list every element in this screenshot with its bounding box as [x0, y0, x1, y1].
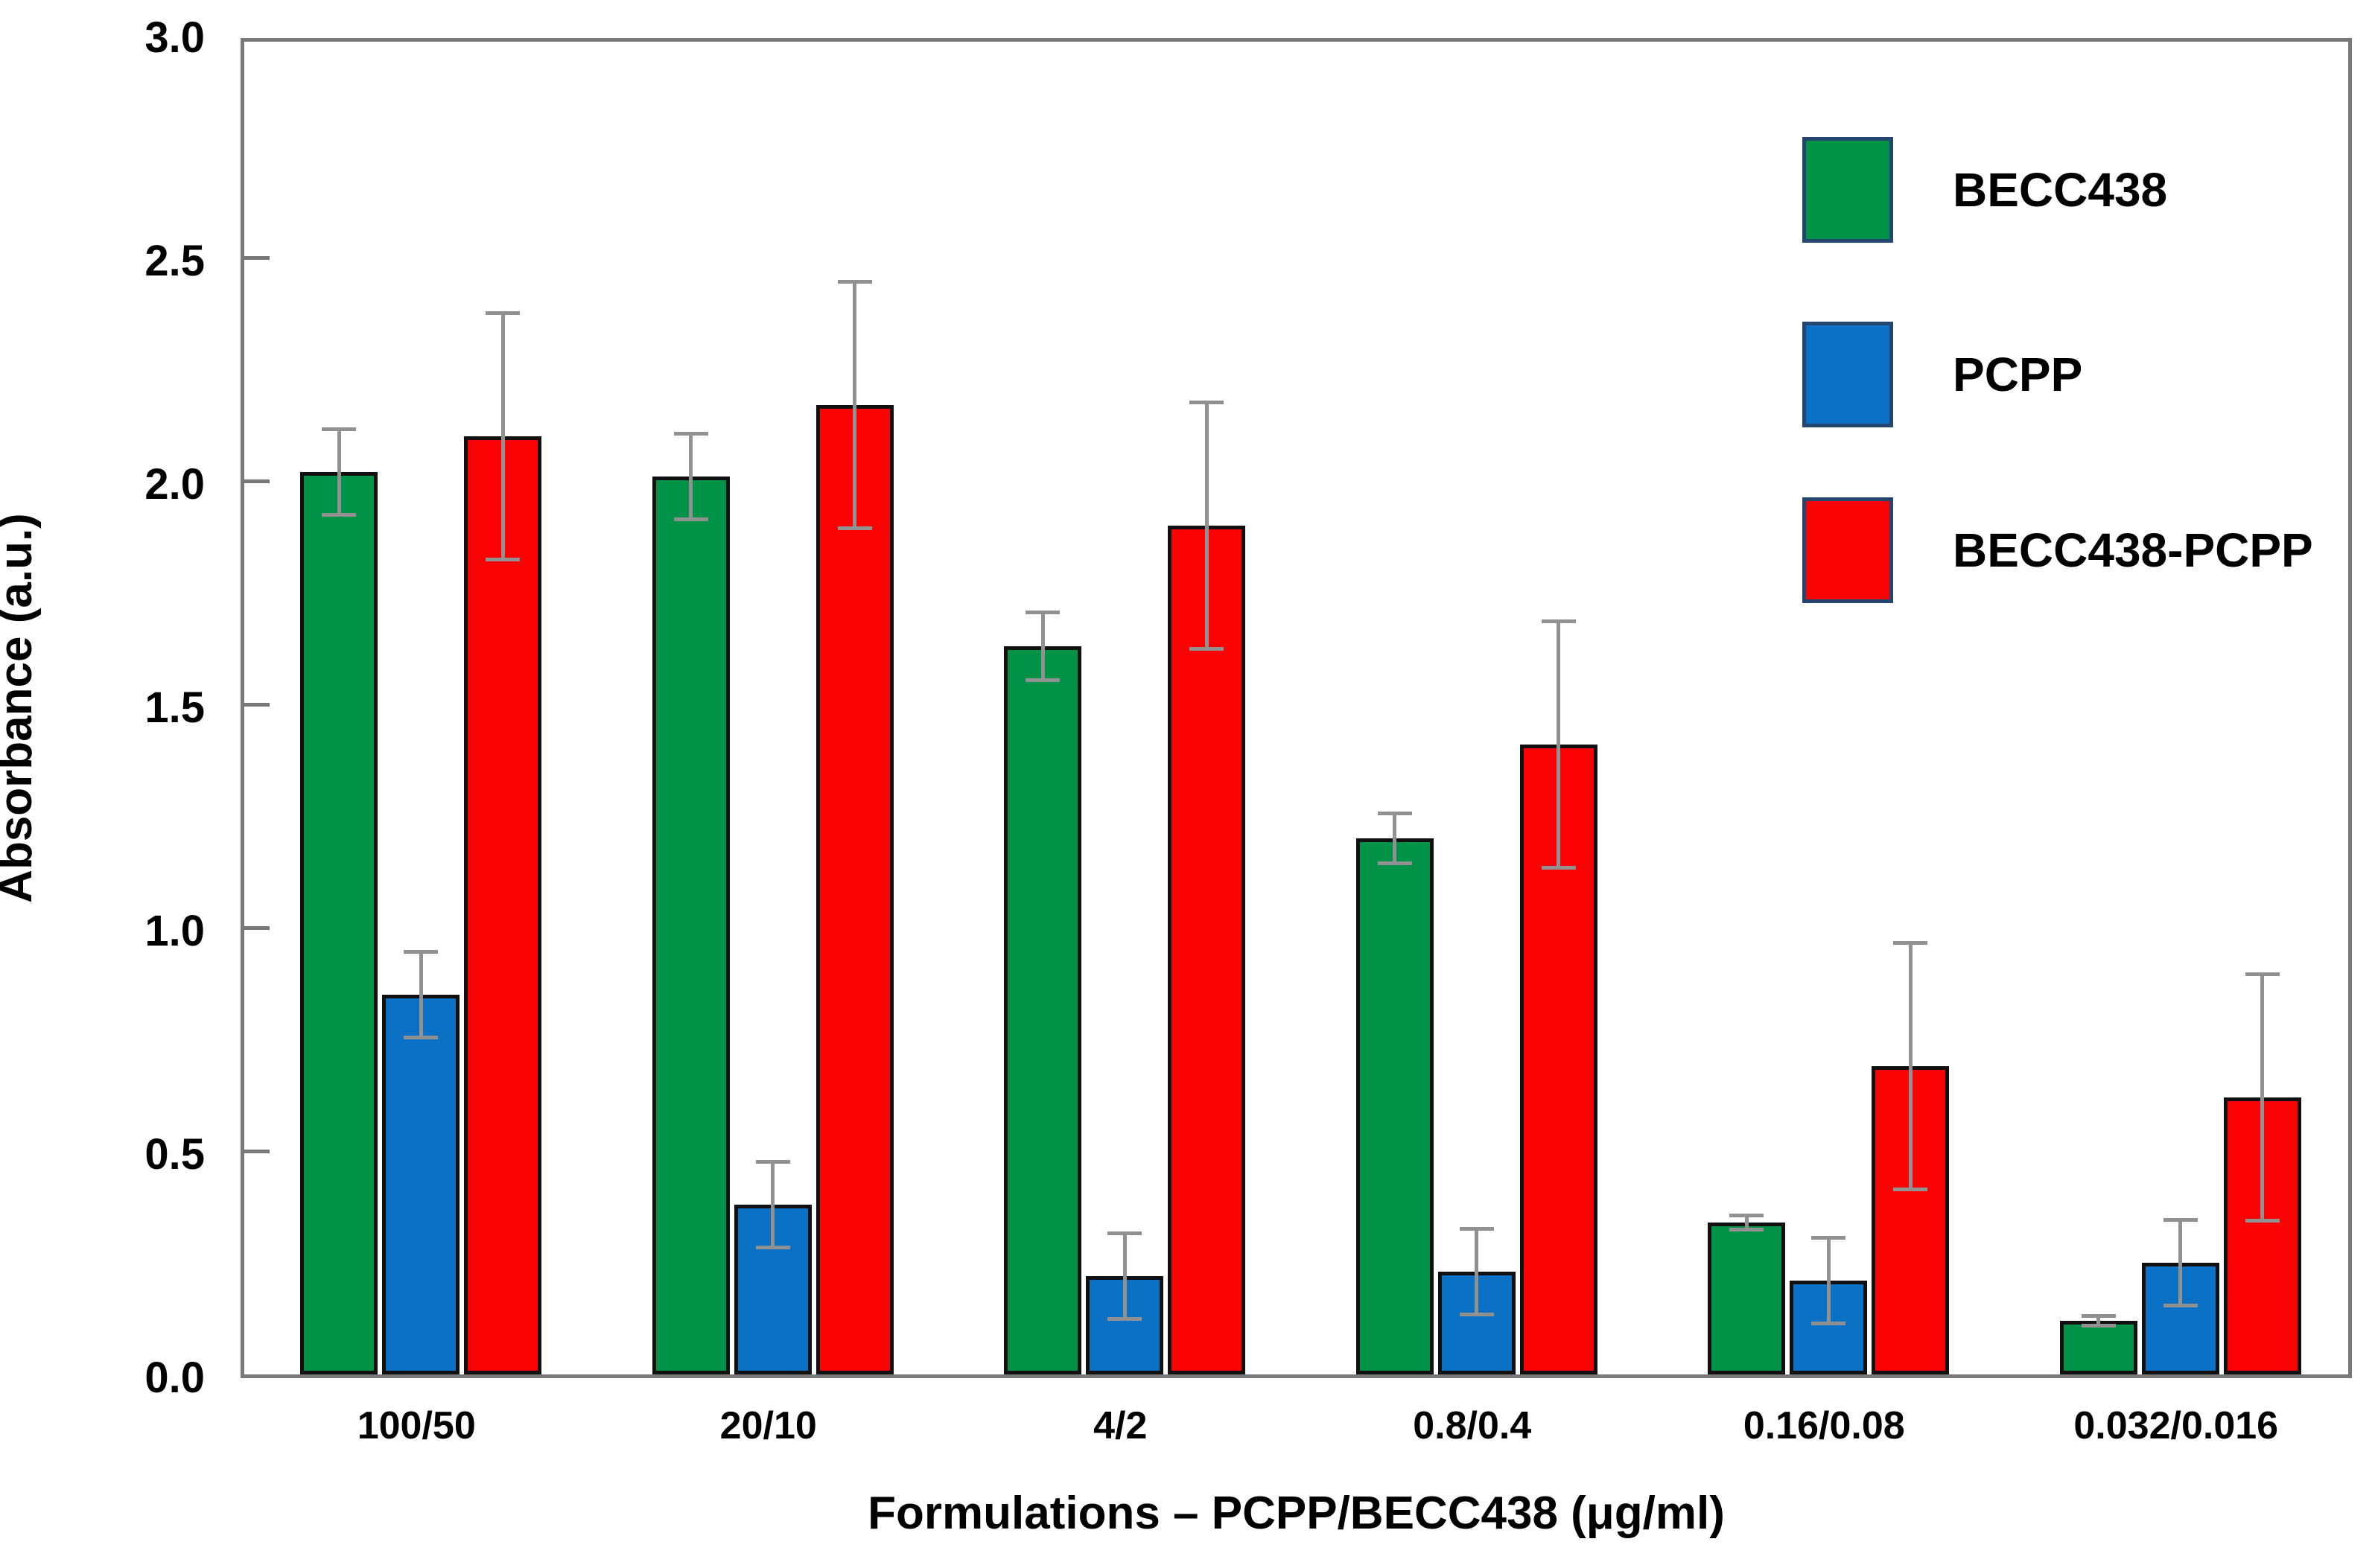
error-bar-cap-bottom [486, 558, 520, 561]
error-bar-cap-top [2245, 972, 2280, 976]
legend-item-becc438: BECC438 [1802, 137, 2167, 243]
error-bar-cap-bottom [2245, 1219, 2280, 1223]
y-tick-label: 0.5 [144, 1130, 205, 1179]
error-bar-cap-top [486, 311, 520, 315]
error-bar-cap-top [1107, 1231, 1142, 1235]
legend-label-pcpp: PCPP [1953, 348, 2083, 401]
error-bar-cap-bottom [322, 513, 356, 517]
y-tick-mark [244, 479, 270, 483]
error-bar [1744, 1214, 1749, 1231]
legend-item-becc438-pcpp: BECC438-PCPP [1802, 497, 2313, 603]
bar-BECC438-PCPP-20/10 [815, 405, 894, 1374]
y-tick-label: 2.5 [144, 237, 205, 285]
y-tick-label: 1.0 [144, 907, 205, 955]
error-bar-cap-bottom [1189, 647, 1224, 651]
error-bar [1204, 401, 1209, 651]
error-bar [1393, 812, 1396, 865]
error-bar [1122, 1231, 1127, 1321]
x-category-label: 20/10 [719, 1404, 817, 1447]
error-bar [1826, 1236, 1831, 1325]
legend-swatch-becc438 [1802, 137, 1893, 243]
error-bar-cap-top [2081, 1314, 2116, 1318]
x-category-label: 0.8/0.4 [1413, 1404, 1532, 1447]
legend-label-becc438-pcpp: BECC438-PCPP [1953, 523, 2313, 577]
error-bar-cap-bottom [673, 517, 708, 521]
bar-BECC438-PCPP-0.8/0.4 [1519, 745, 1597, 1374]
error-bar [1908, 941, 1913, 1191]
plot-area [241, 38, 2352, 1378]
error-bar-cap-top [1459, 1227, 1494, 1231]
legend-swatch-pcpp [1802, 322, 1893, 427]
error-bar-cap-top [1189, 401, 1224, 404]
y-tick-label: 1.5 [144, 683, 205, 732]
bar-BECC438-0.16/0.08 [1708, 1223, 1785, 1374]
y-tick-mark [244, 702, 270, 707]
bar-PCPP-20/10 [734, 1205, 812, 1374]
error-bar-cap-top [673, 432, 708, 436]
error-bar-cap-top [1893, 941, 1927, 945]
error-bar [1557, 619, 1560, 870]
error-bar [1475, 1227, 1478, 1316]
bar-BECC438-PCPP-100/50 [464, 436, 541, 1374]
bar-BECC438-100/50 [300, 472, 378, 1374]
error-bar [2260, 972, 2264, 1223]
error-bar-cap-bottom [1541, 866, 1576, 870]
error-bar-cap-top [1377, 812, 1412, 815]
y-tick-label: 3.0 [144, 13, 205, 62]
error-bar-cap-bottom [1107, 1317, 1142, 1321]
error-bar [2096, 1314, 2100, 1328]
error-bar-cap-top [322, 427, 356, 431]
error-bar-cap-bottom [404, 1036, 438, 1039]
legend-item-pcpp: PCPP [1802, 322, 2082, 427]
error-bar-cap-bottom [1377, 861, 1412, 865]
x-category-label: 0.032/0.016 [2073, 1404, 2279, 1447]
error-bar [1040, 611, 1045, 682]
error-bar [771, 1160, 775, 1249]
bar-BECC438-PCPP-4/2 [1168, 526, 1245, 1374]
error-bar [337, 427, 341, 517]
legend-swatch-becc438-pcpp [1802, 497, 1893, 603]
error-bar-cap-bottom [1811, 1322, 1845, 1325]
legend-label-becc438: BECC438 [1953, 163, 2168, 217]
x-category-label: 0.16/0.08 [1743, 1404, 1905, 1447]
error-bar-cap-bottom [1459, 1313, 1494, 1316]
bar-BECC438-20/10 [652, 477, 730, 1374]
error-bar [853, 280, 856, 530]
error-bar [419, 950, 423, 1039]
bar-BECC438-0.032/0.016 [2059, 1321, 2137, 1374]
error-bar [2178, 1218, 2182, 1307]
error-bar-cap-top [1541, 619, 1576, 623]
error-bar-cap-bottom [1729, 1228, 1764, 1231]
y-tick-mark [244, 925, 270, 930]
y-tick-mark [244, 1149, 270, 1153]
error-bar-cap-top [837, 280, 872, 284]
error-bar-cap-bottom [755, 1246, 790, 1249]
error-bar-cap-bottom [837, 526, 872, 530]
bar-BECC438-0.8/0.4 [1355, 838, 1434, 1374]
bar-BECC438-4/2 [1004, 646, 1081, 1374]
error-bar-cap-bottom [2163, 1304, 2198, 1307]
x-axis-title: Formulations – PCPP/BECC438 (μg/ml) [868, 1488, 1725, 1539]
error-bar-cap-top [755, 1160, 790, 1164]
error-bar-cap-bottom [1893, 1188, 1927, 1191]
y-tick-label: 0.0 [144, 1354, 205, 1402]
error-bar-cap-top [1811, 1236, 1845, 1240]
error-bar [689, 432, 693, 521]
error-bar-cap-top [1729, 1214, 1764, 1217]
error-bar-cap-bottom [2081, 1324, 2116, 1328]
y-tick-label: 2.0 [144, 460, 205, 509]
error-bar-cap-top [1026, 611, 1060, 614]
error-bar-cap-top [2163, 1218, 2198, 1222]
error-bar-cap-bottom [1026, 678, 1060, 682]
x-category-label: 100/50 [357, 1404, 476, 1447]
x-category-label: 4/2 [1093, 1404, 1148, 1447]
y-tick-mark [244, 255, 270, 260]
error-bar [500, 311, 505, 561]
bar-PCPP-100/50 [382, 995, 460, 1374]
error-bar-cap-top [404, 950, 438, 954]
